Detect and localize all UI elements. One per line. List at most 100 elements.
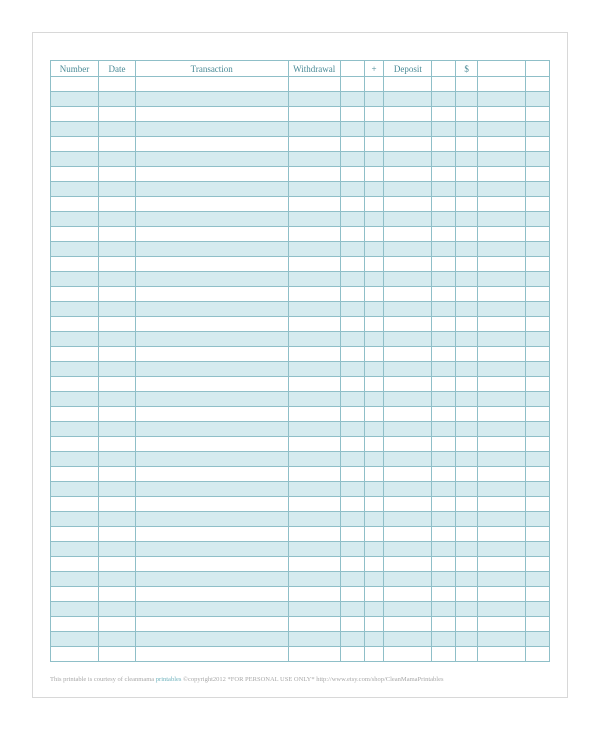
cell — [51, 287, 99, 302]
cell — [98, 152, 135, 167]
table-row — [51, 617, 550, 632]
cell — [384, 212, 432, 227]
cell — [340, 647, 364, 662]
cell — [340, 617, 364, 632]
cell — [456, 467, 478, 482]
cell — [288, 362, 340, 377]
cell — [288, 287, 340, 302]
cell — [526, 572, 550, 587]
cell — [432, 107, 456, 122]
cell — [288, 212, 340, 227]
cell — [340, 107, 364, 122]
cell — [51, 452, 99, 467]
table-row — [51, 167, 550, 182]
cell — [432, 572, 456, 587]
cell — [340, 602, 364, 617]
cell — [135, 482, 288, 497]
cell — [51, 92, 99, 107]
cell — [456, 77, 478, 92]
col-header-7 — [432, 61, 456, 77]
cell — [478, 347, 526, 362]
cell — [98, 197, 135, 212]
cell — [135, 242, 288, 257]
cell — [51, 632, 99, 647]
cell — [98, 137, 135, 152]
cell — [384, 647, 432, 662]
table-row — [51, 542, 550, 557]
cell — [456, 647, 478, 662]
cell — [478, 122, 526, 137]
cell — [340, 317, 364, 332]
cell — [526, 347, 550, 362]
cell — [98, 602, 135, 617]
cell — [98, 212, 135, 227]
cell — [478, 167, 526, 182]
cell — [364, 572, 384, 587]
cell — [432, 287, 456, 302]
cell — [135, 137, 288, 152]
cell — [432, 392, 456, 407]
cell — [288, 242, 340, 257]
cell — [135, 467, 288, 482]
cell — [288, 107, 340, 122]
cell — [384, 362, 432, 377]
cell — [51, 362, 99, 377]
cell — [364, 287, 384, 302]
cell — [456, 497, 478, 512]
cell — [51, 167, 99, 182]
cell — [364, 482, 384, 497]
cell — [340, 287, 364, 302]
cell — [135, 212, 288, 227]
cell — [384, 602, 432, 617]
cell — [478, 572, 526, 587]
footer-prefix: This printable is courtesy of cleanmama — [50, 676, 154, 683]
cell — [98, 437, 135, 452]
cell — [288, 437, 340, 452]
cell — [98, 182, 135, 197]
cell — [51, 182, 99, 197]
cell — [135, 272, 288, 287]
cell — [51, 257, 99, 272]
cell — [340, 272, 364, 287]
cell — [340, 242, 364, 257]
cell — [526, 302, 550, 317]
cell — [51, 272, 99, 287]
cell — [526, 272, 550, 287]
cell — [340, 332, 364, 347]
cell — [526, 437, 550, 452]
cell — [135, 152, 288, 167]
cell — [288, 182, 340, 197]
table-row — [51, 302, 550, 317]
cell — [340, 137, 364, 152]
cell — [478, 137, 526, 152]
cell — [526, 632, 550, 647]
cell — [135, 572, 288, 587]
cell — [526, 602, 550, 617]
cell — [51, 317, 99, 332]
cell — [384, 77, 432, 92]
cell — [288, 422, 340, 437]
cell — [51, 377, 99, 392]
cell — [526, 482, 550, 497]
cell — [98, 557, 135, 572]
footer-suffix: ©copyright2012 *FOR PERSONAL USE ONLY* h… — [183, 676, 443, 683]
cell — [384, 137, 432, 152]
cell — [340, 512, 364, 527]
cell — [456, 92, 478, 107]
cell — [384, 152, 432, 167]
cell — [288, 167, 340, 182]
table-row — [51, 467, 550, 482]
cell — [340, 482, 364, 497]
cell — [364, 242, 384, 257]
col-header-3: Withdrawal — [288, 61, 340, 77]
cell — [478, 152, 526, 167]
cell — [340, 437, 364, 452]
cell — [432, 122, 456, 137]
cell — [526, 152, 550, 167]
cell — [51, 497, 99, 512]
cell — [526, 257, 550, 272]
cell — [340, 542, 364, 557]
cell — [51, 332, 99, 347]
cell — [384, 197, 432, 212]
cell — [135, 527, 288, 542]
